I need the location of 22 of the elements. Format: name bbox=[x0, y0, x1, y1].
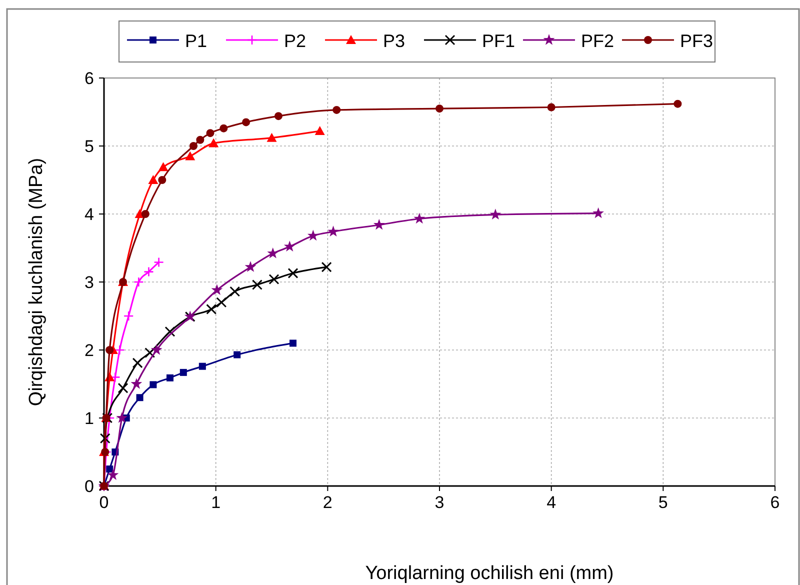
y-tick-label: 3 bbox=[84, 273, 94, 292]
x-tick-label: 3 bbox=[434, 493, 444, 512]
y-tick-label: 5 bbox=[84, 137, 94, 156]
y-tick-label: 2 bbox=[84, 341, 94, 360]
y-tick-label: 6 bbox=[84, 69, 94, 88]
x-tick-label: 2 bbox=[322, 493, 332, 512]
y-tick-label: 0 bbox=[84, 477, 94, 496]
y-tick-label: 4 bbox=[84, 205, 94, 224]
legend-label: P3 bbox=[383, 31, 406, 51]
legend-label: PF2 bbox=[581, 31, 614, 51]
x-tick-label: 0 bbox=[99, 493, 109, 512]
y-tick-label: 1 bbox=[84, 409, 94, 428]
legend-label: PF3 bbox=[680, 31, 714, 51]
legend-label: PF1 bbox=[482, 31, 516, 51]
x-axis-title: Yoriqlarning ochilish eni (mm) bbox=[365, 563, 614, 584]
y-axis-title: Qirqishdagi kuchlanish (MPa) bbox=[26, 158, 47, 406]
x-tick-label: 6 bbox=[770, 493, 780, 512]
x-tick-label: 1 bbox=[211, 493, 221, 512]
x-tick-label: 5 bbox=[658, 493, 668, 512]
x-tick-label: 4 bbox=[546, 493, 556, 512]
legend-label: P2 bbox=[284, 31, 306, 51]
legend-label: P1 bbox=[185, 31, 208, 51]
